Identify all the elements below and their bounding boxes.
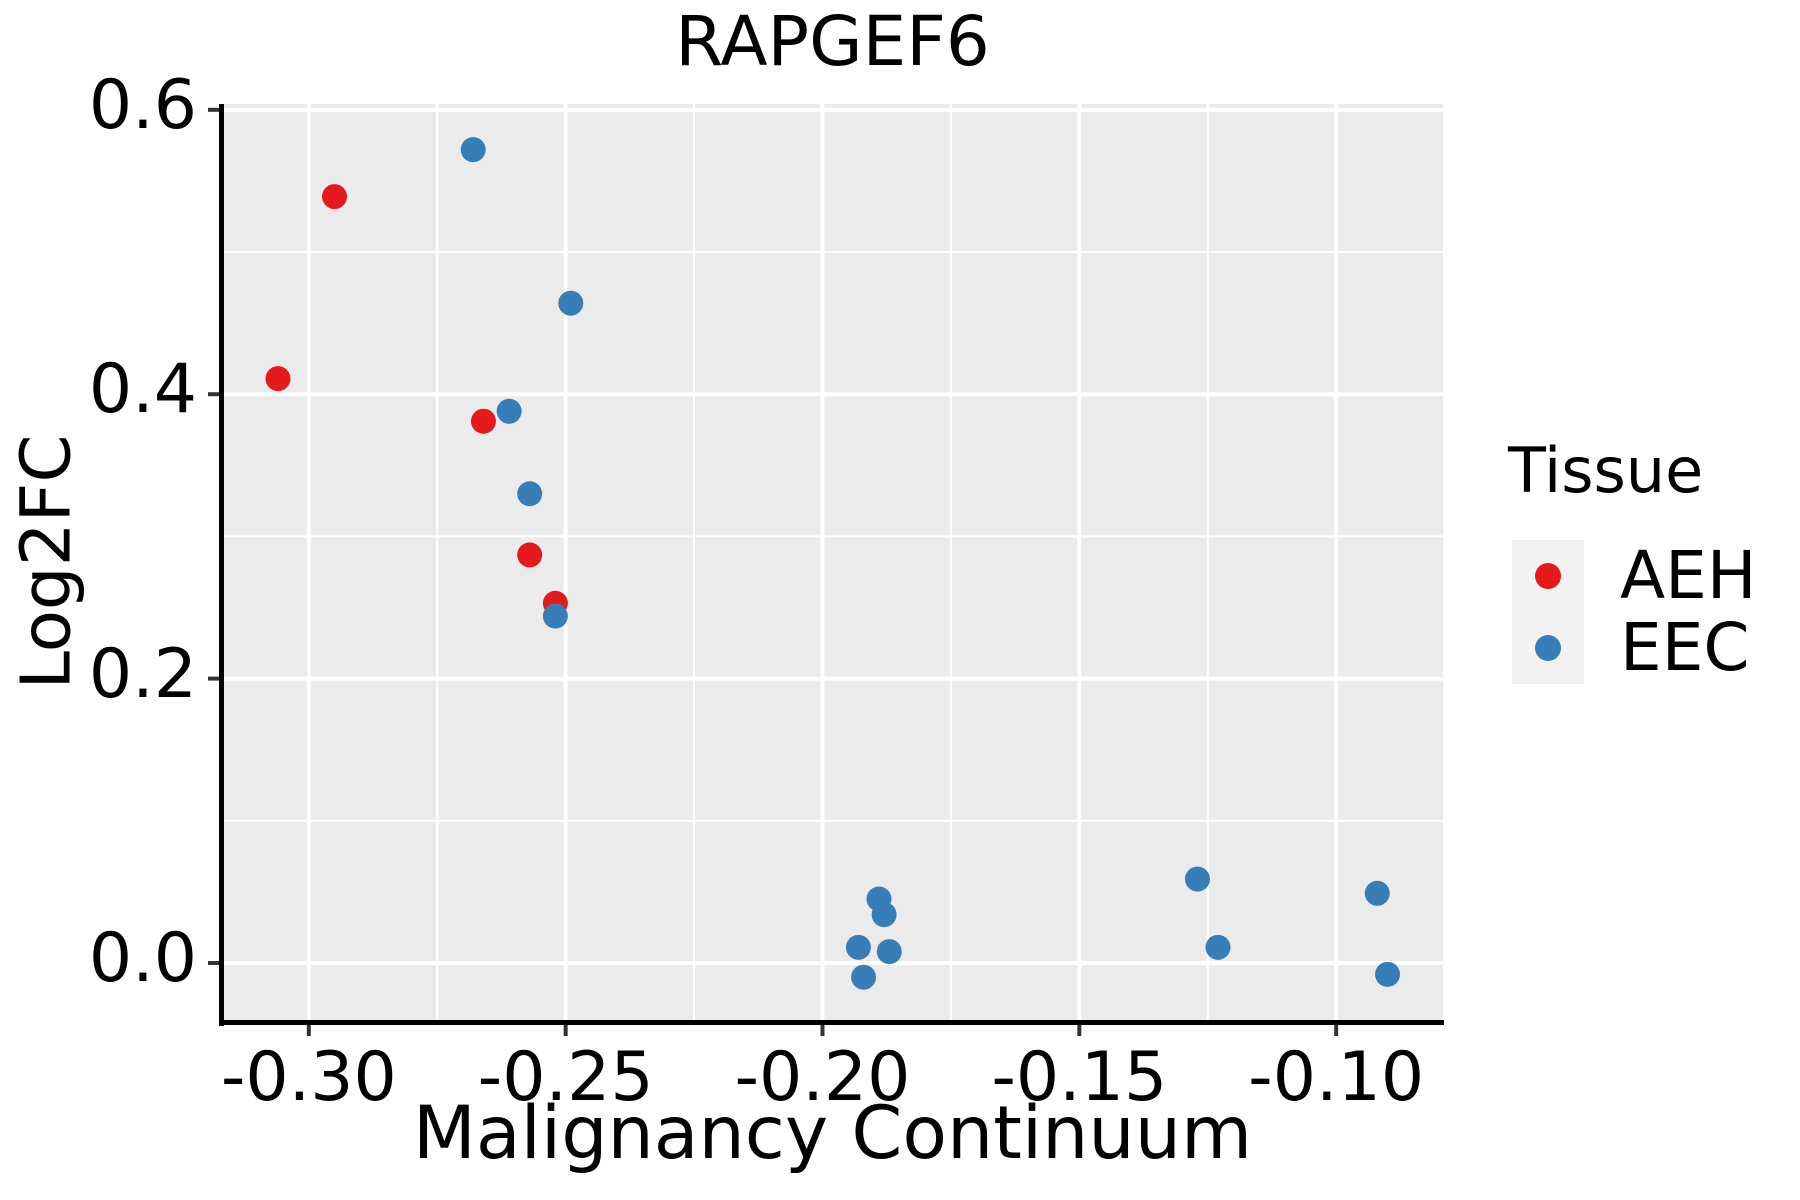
legend-entry-aeh: AEH	[1512, 540, 1756, 612]
y-tick-label: 0.4	[88, 350, 197, 430]
data-point-eec	[460, 137, 486, 163]
data-point-eec	[1375, 961, 1401, 987]
data-point-eec	[496, 398, 522, 424]
legend-key-box	[1512, 612, 1584, 684]
data-point-eec	[558, 290, 584, 316]
data-point-eec	[871, 902, 897, 928]
y-tick-mark	[208, 107, 219, 112]
plot-title: RAPGEF6	[675, 2, 990, 82]
data-point-aeh	[517, 542, 543, 568]
data-point-eec	[851, 964, 877, 990]
x-tick-mark	[1077, 1025, 1082, 1036]
y-tick-mark	[208, 960, 219, 965]
data-point-aeh	[321, 184, 347, 210]
legend: AEH EEC	[1512, 540, 1756, 684]
data-point-eec	[517, 481, 543, 507]
data-point-eec	[1184, 866, 1210, 892]
y-tick-mark	[208, 676, 219, 681]
x-tick-mark	[1334, 1025, 1339, 1036]
data-point-eec	[876, 939, 902, 965]
legend-title: Tissue	[1508, 434, 1704, 507]
eec-point-icon	[1535, 635, 1561, 661]
y-tick-mark	[208, 392, 219, 397]
legend-key-box	[1512, 540, 1584, 612]
x-axis-label: Malignancy Continuum	[412, 1091, 1253, 1176]
data-point-eec	[845, 934, 871, 960]
legend-entry-eec: EEC	[1512, 612, 1756, 684]
y-axis-line	[219, 104, 224, 1026]
x-tick-label: -0.25	[477, 1038, 654, 1117]
legend-label-eec: EEC	[1620, 609, 1750, 686]
data-point-aeh	[470, 408, 496, 434]
legend-label-aeh: AEH	[1620, 537, 1757, 614]
data-point-aeh	[265, 366, 291, 392]
y-tick-label: 0.6	[88, 65, 197, 145]
data-point-eec	[542, 603, 568, 629]
panel-background	[222, 104, 1443, 1021]
x-tick-label: -0.10	[1248, 1038, 1425, 1117]
y-tick-label: 0.2	[88, 634, 197, 714]
x-tick-label: -0.15	[991, 1038, 1168, 1117]
aeh-point-icon	[1535, 563, 1561, 589]
x-tick-mark	[563, 1025, 568, 1036]
x-tick-label: -0.20	[734, 1038, 911, 1117]
x-tick-label: -0.30	[220, 1038, 397, 1117]
data-point-eec	[1205, 934, 1231, 960]
data-point-eec	[1364, 880, 1390, 906]
x-tick-mark	[306, 1025, 311, 1036]
x-axis-line	[219, 1020, 1444, 1025]
y-tick-label: 0.0	[88, 918, 197, 998]
x-tick-mark	[820, 1025, 825, 1036]
